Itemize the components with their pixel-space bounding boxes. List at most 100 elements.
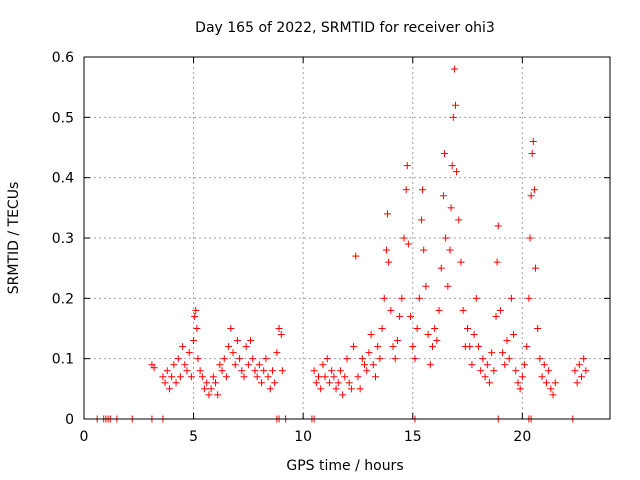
data-point (396, 312, 404, 320)
data-point (172, 379, 180, 387)
data-point (521, 361, 529, 369)
data-point (343, 355, 351, 363)
data-point (404, 240, 412, 248)
data-point (477, 367, 485, 375)
data-point (247, 337, 255, 345)
x-tick-label: 5 (189, 429, 198, 445)
data-point (466, 343, 474, 351)
data-point (209, 373, 217, 381)
data-point (407, 312, 415, 320)
data-point (470, 331, 478, 339)
y-tick-label: 0.4 (52, 171, 74, 187)
x-tick-label: 10 (294, 429, 312, 445)
data-point (575, 361, 583, 369)
data-point (332, 385, 340, 393)
data-point (523, 343, 531, 351)
data-point (420, 246, 428, 254)
data-point (403, 162, 411, 170)
data-point (534, 325, 542, 332)
data-point (503, 337, 511, 345)
data-point (475, 343, 482, 351)
data-point (354, 373, 362, 381)
data-point (378, 325, 386, 332)
data-point (493, 258, 501, 266)
data-point (374, 343, 382, 351)
data-point (450, 65, 458, 73)
data-point (193, 325, 201, 332)
data-point (578, 373, 586, 381)
data-point (198, 373, 206, 381)
data-point (328, 367, 336, 375)
data-point (448, 162, 456, 170)
data-point (315, 373, 323, 381)
y-tick-label: 0 (65, 412, 74, 428)
data-point (201, 385, 209, 393)
data-point (488, 349, 496, 357)
data-point (170, 361, 178, 369)
data-point (389, 343, 397, 351)
y-tick-label: 0.6 (52, 50, 74, 66)
data-point (275, 325, 283, 332)
ticks: 0 5 10 15 20 0 0.1 0.2 0.3 0.4 0.5 0.6 (52, 50, 610, 445)
data-point (464, 325, 472, 332)
data-point (538, 373, 546, 381)
data-point (330, 373, 338, 381)
data-point (205, 391, 213, 399)
data-point (492, 312, 500, 320)
data-point (384, 210, 392, 218)
data-point (433, 337, 441, 345)
data-point (249, 355, 257, 363)
data-point (453, 168, 461, 176)
chart-title: Day 165 of 2022, SRMTID for receiver ohi… (195, 20, 495, 36)
data-point (536, 355, 544, 363)
data-point (540, 361, 548, 369)
data-point (179, 343, 187, 351)
data-point (336, 367, 344, 375)
data-point (499, 349, 507, 357)
data-point (341, 373, 349, 381)
data-point (501, 361, 509, 369)
data-point (187, 373, 195, 381)
data-point (271, 379, 279, 387)
data-point (258, 379, 266, 387)
grid (84, 56, 610, 419)
y-tick-label: 0.1 (52, 352, 74, 368)
data-point (418, 216, 426, 224)
data-point (528, 150, 536, 158)
data-point (319, 361, 327, 369)
data-point (185, 349, 193, 357)
data-point (240, 373, 248, 381)
data-point (361, 361, 369, 369)
data-point (419, 186, 427, 194)
data-point (457, 258, 465, 266)
y-tick-label: 0.3 (52, 231, 74, 247)
data-point (317, 385, 325, 393)
data-point (431, 325, 439, 332)
data-point (161, 379, 169, 387)
x-tick-label: 15 (404, 429, 422, 445)
data-point (442, 234, 450, 242)
data-point (479, 355, 487, 363)
data-point (266, 385, 274, 393)
data-point (382, 246, 390, 254)
data-point (321, 373, 329, 381)
data-point (325, 379, 333, 387)
data-point (163, 367, 171, 375)
data-point (481, 373, 489, 381)
data-point (455, 216, 463, 224)
data-point (225, 343, 233, 351)
data-point (525, 294, 533, 302)
data-point (194, 355, 202, 363)
data-point (190, 337, 198, 345)
data-point (428, 343, 436, 351)
data-point (398, 294, 406, 302)
data-point (439, 192, 447, 200)
data-point (273, 349, 281, 357)
data-point (212, 379, 219, 387)
data-point (573, 379, 581, 387)
data-point (496, 306, 504, 314)
data-point (459, 306, 467, 314)
data-point (447, 204, 455, 212)
data-point (385, 258, 393, 266)
data-point (233, 337, 241, 345)
